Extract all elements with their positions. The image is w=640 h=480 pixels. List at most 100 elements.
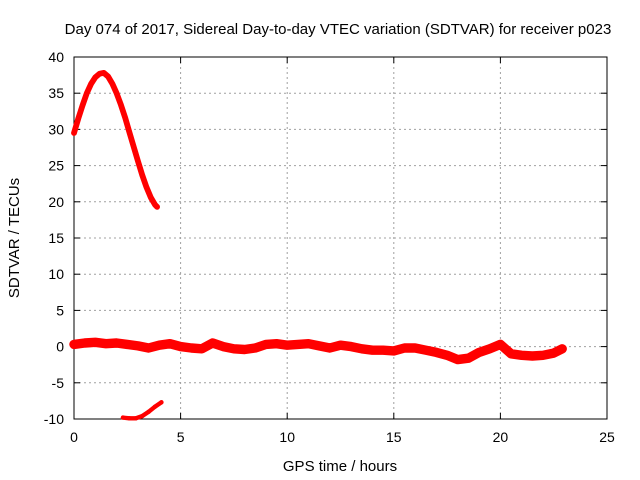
data-point (152, 404, 158, 409)
data-point (380, 348, 386, 353)
data-point (80, 103, 85, 108)
data-point (114, 340, 119, 346)
data-point (391, 348, 396, 354)
data-point (76, 116, 81, 121)
data-point (199, 346, 205, 351)
data-point (127, 130, 132, 135)
x-tick-label: 0 (70, 429, 78, 445)
data-point (103, 341, 109, 346)
data-point (560, 346, 565, 351)
series-high-arc (71, 70, 160, 210)
data-point (71, 342, 77, 347)
series-near-zero (69, 337, 567, 365)
y-tick-label: 40 (48, 49, 64, 65)
data-point (97, 71, 102, 76)
data-point (530, 353, 535, 359)
data-point (274, 341, 279, 346)
data-point (434, 350, 439, 355)
data-point (146, 345, 151, 351)
data-point (349, 344, 354, 349)
data-point (317, 343, 322, 349)
data-point (423, 348, 428, 353)
data-point (133, 416, 138, 421)
data-point (114, 91, 119, 96)
data-point (118, 102, 124, 108)
data-point (306, 341, 311, 346)
data-point (93, 75, 98, 80)
data-point (466, 356, 471, 361)
data-point (551, 350, 556, 356)
x-tick-label: 5 (177, 429, 185, 445)
chart-title: Day 074 of 2017, Sidereal Day-to-day VTE… (65, 21, 612, 38)
data-point (131, 144, 136, 149)
x-tick-labels: 0 5 10 15 20 25 (70, 429, 615, 445)
data-point (84, 91, 90, 96)
data-point (167, 341, 173, 346)
data-point (444, 353, 450, 358)
data-point (82, 340, 87, 346)
data-point (140, 172, 145, 178)
data-point (370, 348, 375, 353)
data-point (295, 342, 301, 347)
data-point (135, 159, 141, 164)
data-point (189, 345, 194, 351)
y-tick-label: 30 (48, 121, 64, 137)
data-point (508, 351, 514, 356)
data-point (105, 74, 111, 79)
data-point (154, 204, 160, 210)
data-point (285, 343, 290, 348)
data-point (242, 347, 247, 352)
data-point (402, 345, 407, 351)
data-point (120, 415, 126, 420)
data-point (140, 413, 145, 419)
data-point (338, 343, 343, 348)
y-tick-label: -5 (52, 375, 65, 391)
y-tick-label: 25 (48, 158, 64, 174)
data-point (146, 409, 151, 414)
data-point (93, 340, 98, 345)
y-tick-label: 20 (48, 194, 64, 210)
data-point (327, 345, 332, 351)
data-point (125, 342, 130, 347)
data-point (178, 344, 183, 349)
y-tick-label: 10 (48, 266, 64, 282)
data-point (101, 70, 107, 76)
data-point (210, 340, 215, 346)
data-point (135, 343, 141, 349)
x-tick-label: 25 (599, 429, 615, 445)
data-point (157, 343, 162, 348)
data-point (253, 345, 258, 351)
y-axis-label: SDTVAR / TECUs (6, 178, 23, 298)
data-point (231, 346, 237, 351)
data-point (71, 130, 77, 136)
x-tick-label: 10 (279, 429, 295, 445)
data-point (110, 81, 115, 87)
x-axis-label: GPS time / hours (283, 458, 397, 475)
y-tick-labels: -10 -5 0 5 10 15 20 25 30 35 40 (44, 49, 64, 427)
data-point (412, 345, 418, 351)
data-point (148, 195, 153, 200)
y-tick-label: -10 (44, 411, 64, 427)
x-tick-label: 20 (493, 429, 509, 445)
data-series (69, 70, 567, 421)
data-point (359, 346, 364, 351)
data-point (88, 81, 94, 87)
data-point (476, 350, 482, 355)
data-point (123, 115, 128, 121)
x-tick-label: 15 (386, 429, 402, 445)
data-point (159, 400, 164, 405)
data-point (498, 342, 503, 347)
series-low-arc (120, 400, 164, 421)
data-point (519, 353, 524, 358)
data-point (455, 357, 460, 362)
y-tick-label: 0 (56, 339, 64, 355)
y-tick-label: 5 (56, 302, 64, 318)
y-tick-label: 15 (48, 230, 64, 246)
data-point (487, 346, 492, 351)
data-point (263, 342, 269, 347)
data-point (144, 185, 149, 190)
data-point (127, 416, 132, 421)
y-tick-label: 35 (48, 85, 64, 101)
